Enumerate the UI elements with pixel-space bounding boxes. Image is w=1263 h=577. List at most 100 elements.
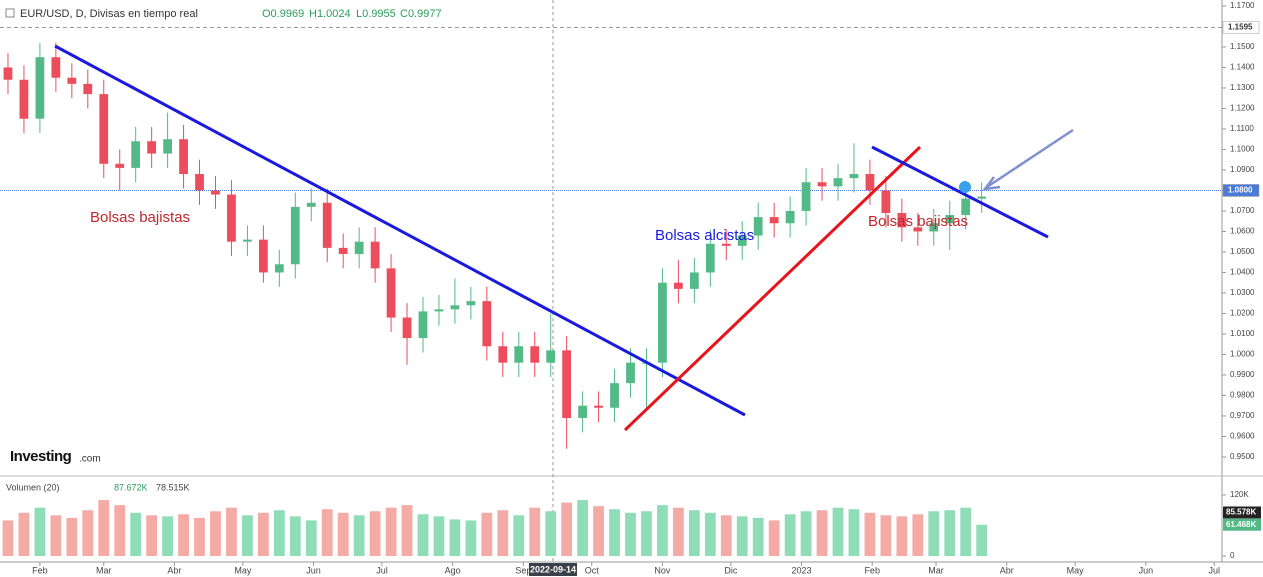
x-tick-label: Mar bbox=[928, 565, 944, 575]
volume-bar bbox=[2, 520, 14, 556]
price-badge-label: 1.1595 bbox=[1228, 23, 1253, 32]
volume-bar bbox=[561, 502, 573, 556]
event-marker[interactable] bbox=[959, 181, 971, 193]
ohlc-close: C0.9977 bbox=[400, 8, 442, 20]
volume-bar bbox=[609, 509, 620, 556]
x-tick-label: Jul bbox=[376, 565, 388, 575]
volume-bar bbox=[641, 511, 652, 556]
candle-body bbox=[434, 309, 444, 312]
volume-bar bbox=[226, 507, 237, 556]
y-tick-label: 1.0300 bbox=[1230, 288, 1255, 297]
volume-bar bbox=[752, 517, 764, 556]
y-tick-label: 1.0400 bbox=[1230, 268, 1255, 277]
candle-body bbox=[865, 174, 875, 191]
candle-body bbox=[322, 202, 332, 248]
x-tick-label: Abr bbox=[1000, 565, 1014, 575]
volume-bar bbox=[417, 514, 429, 556]
y-tick-label: 1.1100 bbox=[1230, 124, 1254, 133]
volume-bar bbox=[848, 509, 860, 556]
x-tick-label: Abr bbox=[167, 565, 181, 575]
volume-bar bbox=[593, 506, 604, 556]
candle-body bbox=[243, 239, 252, 242]
y-tick-label: 1.1300 bbox=[1230, 83, 1255, 92]
ohlc-high: H1.0024 bbox=[309, 8, 351, 20]
volume-bar bbox=[928, 511, 940, 556]
volume-bar bbox=[337, 512, 349, 556]
candle-body bbox=[179, 139, 188, 175]
candle-body bbox=[626, 362, 635, 384]
candle-body bbox=[274, 264, 284, 273]
volume-bar bbox=[385, 507, 397, 556]
candle-body bbox=[594, 405, 603, 408]
volume-bar bbox=[162, 516, 173, 556]
volume-bar bbox=[257, 512, 269, 556]
candle-body bbox=[705, 243, 715, 273]
volume-bar bbox=[976, 524, 988, 556]
candle-body bbox=[817, 182, 827, 187]
volume-badge-label: 85.578K bbox=[1226, 508, 1256, 517]
volume-bar bbox=[704, 512, 716, 556]
candle-body bbox=[849, 174, 859, 179]
volume-bar bbox=[433, 516, 445, 556]
y-tick-label: 1.1500 bbox=[1230, 42, 1255, 51]
x-tick-label: Jun bbox=[306, 565, 321, 575]
candle-body bbox=[897, 213, 907, 228]
x-tick-label: Jul bbox=[1208, 565, 1220, 575]
volume-bar bbox=[194, 517, 205, 556]
y-tick-label: 1.0700 bbox=[1230, 206, 1255, 215]
logo-suffix: .com bbox=[79, 454, 101, 465]
candle-body bbox=[19, 79, 29, 119]
volume-bar bbox=[321, 509, 333, 556]
y-tick-label: 0.9700 bbox=[1230, 411, 1255, 420]
candle-body bbox=[721, 243, 731, 246]
volume-bar bbox=[18, 512, 30, 556]
volume-bar bbox=[401, 505, 413, 556]
x-tick-label: Sep bbox=[515, 565, 531, 575]
candle-body bbox=[769, 217, 779, 224]
candle-body bbox=[801, 182, 811, 211]
volume-bar bbox=[114, 505, 126, 556]
volume-legend: 78.515K bbox=[156, 482, 190, 492]
y-tick-label: 0.9500 bbox=[1230, 452, 1255, 461]
volume-bar bbox=[912, 514, 924, 556]
candle-body bbox=[673, 282, 683, 289]
candle-body bbox=[578, 405, 588, 419]
candle-body bbox=[51, 57, 61, 78]
price-badge-label: 1.0800 bbox=[1228, 186, 1253, 195]
volume-bar bbox=[273, 510, 285, 556]
volume-bar bbox=[82, 510, 94, 556]
candle-body bbox=[833, 178, 843, 187]
volume-bar bbox=[672, 507, 684, 556]
candle-body bbox=[3, 67, 13, 80]
y-tick-label: 0.9600 bbox=[1230, 432, 1255, 441]
candle-body bbox=[881, 190, 891, 214]
volume-bar bbox=[353, 515, 365, 556]
candle-body bbox=[370, 241, 380, 269]
y-tick-label: 1.0500 bbox=[1230, 247, 1255, 256]
volume-bar bbox=[896, 516, 908, 556]
candle-body bbox=[562, 350, 572, 419]
candle-body bbox=[546, 350, 556, 363]
volume-badge-label: 61.468K bbox=[1226, 520, 1256, 529]
ohlc-low: L0.9955 bbox=[356, 8, 396, 20]
volume-bar bbox=[880, 515, 892, 556]
x-tick-label: Dic bbox=[724, 565, 737, 575]
volume-bar bbox=[545, 511, 557, 556]
candle-body bbox=[338, 247, 348, 255]
crosshair-label: 2022-09-14 bbox=[530, 564, 576, 574]
collapse-icon[interactable] bbox=[5, 8, 15, 18]
volume-bar bbox=[800, 511, 812, 556]
volume-bar bbox=[449, 519, 461, 556]
candle-body bbox=[961, 198, 971, 216]
candle-body bbox=[227, 194, 236, 242]
volume-bar bbox=[513, 515, 525, 556]
volume-bar bbox=[242, 515, 253, 556]
volume-bar bbox=[577, 500, 589, 556]
y-tick-label: 1.1400 bbox=[1230, 63, 1255, 72]
annotation: Bolsas alcistas bbox=[655, 227, 754, 244]
price-badge bbox=[1222, 184, 1260, 197]
x-tick-label: Mar bbox=[96, 565, 112, 575]
candle-body bbox=[945, 215, 955, 224]
candle-body bbox=[498, 346, 508, 363]
